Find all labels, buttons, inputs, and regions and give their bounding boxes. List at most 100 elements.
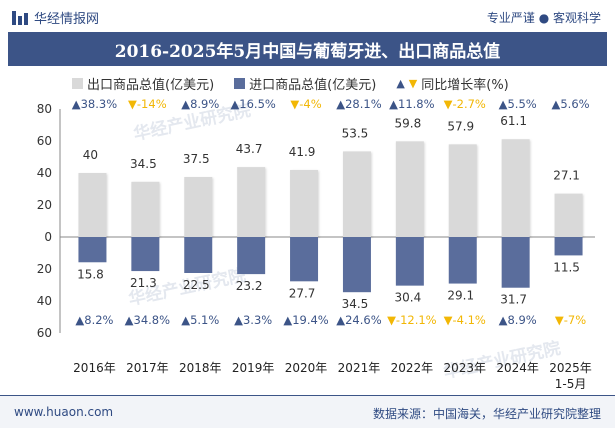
x-category-label: 2022年 [391, 361, 434, 375]
import-growth-label: ▲8.9% [499, 313, 537, 327]
import-growth-label: ▲19.4% [283, 313, 328, 327]
export-bar [501, 139, 530, 237]
export-growth-label: ▲8.9% [181, 97, 219, 111]
export-value-label: 57.9 [447, 119, 474, 133]
import-growth-label: ▲34.8% [125, 313, 170, 327]
import-value-label: 21.3 [130, 276, 157, 290]
legend: 出口商品总值(亿美元) 进口商品总值(亿美元) ▲ ▼ 同比增长率(%) [72, 72, 509, 94]
import-growth-label: ▼-4.1% [444, 313, 486, 327]
export-growth-label: ▼-2.7% [444, 97, 486, 111]
import-bar [501, 237, 530, 288]
import-growth-label: ▲8.2% [75, 313, 113, 327]
export-value-label: 41.9 [289, 145, 316, 159]
footer: www.huaon.com 数据来源：中国海关，华经产业研究院整理 [0, 395, 615, 428]
export-value-label: 59.8 [394, 116, 421, 130]
x-category-label: 2018年 [179, 361, 222, 375]
export-growth-label: ▲28.1% [336, 97, 381, 111]
x-category-label: 2025年 [549, 361, 592, 375]
legend-import-label: 进口商品总值(亿美元) [249, 77, 377, 93]
export-bar [448, 144, 477, 237]
export-bar [342, 151, 371, 237]
brand-name: 华经情报网 [34, 12, 100, 27]
import-value-label: 11.5 [553, 260, 580, 274]
brand-logo-icon [12, 10, 28, 25]
x-category-label: 2024年 [496, 361, 539, 375]
brand[interactable]: 华经情报网 [12, 8, 99, 27]
x-category-label: 1-5月 [555, 377, 587, 391]
legend-export-label: 出口商品总值(亿美元) [87, 77, 215, 93]
export-growth-label: ▲16.5% [230, 97, 275, 111]
export-value-label: 40 [83, 148, 98, 162]
y-tick-label: 40 [37, 166, 52, 180]
import-value-label: 29.1 [447, 289, 474, 303]
export-bar [184, 177, 213, 237]
x-category-label: 2016年 [73, 361, 116, 375]
chart-plot: 华经产业研究院华经产业研究院华经产业研究院8060402002040604015… [37, 97, 595, 391]
import-bar [448, 237, 477, 284]
y-tick-label: 80 [37, 102, 52, 116]
top-bar: 华经情报网 专业严谨 ● 客观科学 [0, 0, 615, 34]
export-growth-label: ▲5.5% [499, 97, 537, 111]
import-value-label: 30.4 [394, 291, 421, 305]
x-category-label: 2021年 [338, 361, 381, 375]
data-source: 数据来源：中国海关，华经产业研究院整理 [372, 407, 601, 421]
legend-export-swatch [72, 77, 83, 89]
y-tick-label: 60 [37, 134, 52, 148]
import-value-label: 34.5 [342, 297, 369, 311]
export-value-label: 37.5 [183, 152, 210, 166]
y-tick-label: 0 [44, 230, 52, 244]
import-bar [554, 237, 583, 256]
import-value-label: 27.7 [289, 286, 316, 300]
y-tick-label: 20 [37, 262, 52, 276]
import-value-label: 23.2 [236, 279, 263, 293]
export-bar [290, 169, 319, 237]
legend-import-swatch [234, 77, 246, 89]
y-tick-label: 20 [37, 198, 52, 212]
export-bar [78, 173, 107, 237]
export-growth-label: ▼-4% [290, 97, 321, 111]
legend-import: 进口商品总值(亿美元) [234, 74, 376, 93]
legend-growth-label: 同比增长率(%) [421, 77, 509, 93]
export-bar [131, 181, 160, 237]
x-category-label: 2023年 [443, 361, 486, 375]
chart-title: 2016-2025年5月中国与葡萄牙进、出口商品总值 [8, 32, 607, 66]
import-bar [78, 237, 107, 263]
import-value-label: 22.5 [183, 278, 210, 292]
import-growth-label: ▼-7% [555, 313, 586, 327]
slogan: 专业严谨 ● 客观科学 [486, 11, 601, 25]
import-growth-label: ▲24.6% [336, 313, 381, 327]
import-bar [131, 237, 160, 272]
legend-up-triangle-icon: ▲ [396, 76, 405, 90]
import-growth-label: ▼-12.1% [387, 313, 437, 327]
export-growth-label: ▲11.8% [389, 97, 434, 111]
export-bar [395, 141, 424, 237]
import-bar [237, 237, 266, 275]
import-value-label: 31.7 [500, 293, 527, 307]
x-category-label: 2019年 [232, 361, 275, 375]
import-value-label: 15.8 [77, 267, 104, 281]
y-tick-label: 40 [37, 294, 52, 308]
legend-export: 出口商品总值(亿美元) [72, 74, 214, 93]
import-bar [290, 237, 319, 282]
import-growth-label: ▲3.3% [234, 313, 272, 327]
import-bar [184, 237, 213, 273]
import-growth-label: ▲5.1% [181, 313, 219, 327]
export-value-label: 53.5 [342, 126, 369, 140]
export-value-label: 61.1 [500, 114, 527, 128]
export-value-label: 43.7 [236, 142, 263, 156]
site-url[interactable]: www.huaon.com [14, 405, 114, 419]
export-growth-label: ▲38.3% [72, 97, 117, 111]
export-bar [237, 167, 266, 237]
import-bar [342, 237, 371, 293]
export-bar [554, 193, 583, 237]
export-value-label: 27.1 [553, 169, 580, 183]
import-bar [395, 237, 424, 286]
export-growth-label: ▼-14% [128, 97, 167, 111]
export-growth-label: ▲5.6% [552, 97, 590, 111]
legend-growth: ▲ ▼ 同比增长率(%) [396, 74, 508, 93]
x-category-label: 2017年 [126, 361, 169, 375]
legend-down-triangle-icon: ▼ [408, 76, 418, 90]
export-value-label: 34.5 [130, 157, 157, 171]
y-tick-label: 60 [37, 326, 52, 340]
